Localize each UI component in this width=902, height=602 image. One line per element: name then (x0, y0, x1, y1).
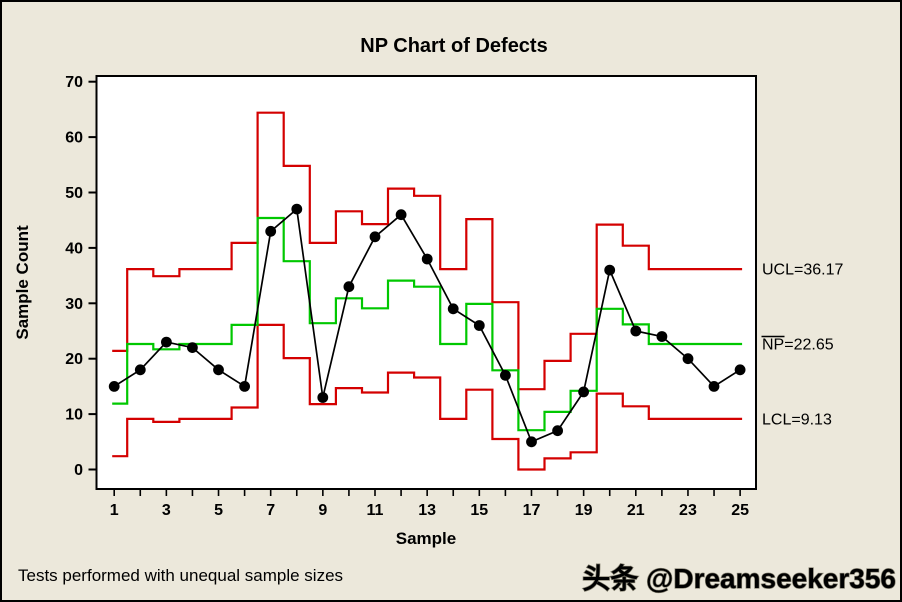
data-point-marker (161, 336, 172, 348)
x-tick-label: 17 (523, 502, 541, 519)
watermark: 头条 @Dreamseeker356 (582, 563, 896, 594)
x-tick-label: 3 (162, 502, 171, 519)
x-tick-label: 15 (470, 502, 488, 519)
center-line-annotation: NP=22.65 (762, 337, 834, 354)
data-point-marker (108, 381, 120, 392)
center-line (112, 216, 743, 432)
lcl-line (112, 323, 743, 471)
data-point-marker (343, 281, 355, 293)
y-tick-label: 0 (74, 462, 83, 479)
y-tick-label: 30 (65, 296, 83, 313)
x-tick-label: 5 (214, 502, 223, 519)
data-point-marker (395, 209, 407, 221)
data-point-marker (500, 369, 511, 381)
y-axis-title: Sample Count (13, 225, 32, 340)
footnote: Tests performed with unequal sample size… (18, 566, 343, 585)
data-point-marker (421, 253, 433, 265)
x-tick-label: 1 (110, 502, 119, 519)
data-point-marker (447, 303, 459, 315)
y-tick-label: 50 (65, 185, 83, 202)
y-tick-label: 70 (65, 74, 83, 91)
x-tick-label: 9 (318, 502, 327, 519)
data-point-marker (187, 342, 198, 353)
y-axis-ticks: 0 10 20 30 40 50 60 70 (65, 74, 97, 479)
data-point-marker (369, 231, 381, 243)
x-axis-title: Sample (396, 529, 456, 548)
y-tick-label: 10 (65, 407, 83, 424)
data-point-marker (239, 381, 251, 392)
data-point-marker (734, 364, 746, 376)
data-point-marker (630, 325, 642, 337)
x-tick-label: 21 (627, 502, 645, 519)
data-point-marker (708, 381, 720, 392)
x-tick-label: 19 (575, 502, 593, 519)
data-point-marker (317, 392, 329, 403)
data-point-marker (213, 364, 224, 376)
chart-title: NP Chart of Defects (360, 35, 547, 57)
data-point-marker (578, 386, 589, 398)
data-point-marker (552, 425, 563, 437)
data-point-marker (265, 225, 277, 237)
data-point-marker (473, 320, 485, 331)
data-point-marker (604, 264, 616, 276)
x-tick-label: 25 (731, 502, 749, 519)
plot-area (95, 75, 757, 490)
ucl-annotation: UCL=36.17 (762, 262, 843, 279)
y-tick-label: 60 (65, 130, 83, 147)
ucl-line (112, 111, 743, 391)
data-point-marker (291, 203, 303, 215)
data-point-marker (656, 331, 668, 342)
x-tick-label: 7 (266, 502, 275, 519)
data-point-marker (682, 353, 694, 365)
x-axis-ticks: 1 3 5 7 9 11 13 15 17 19 21 23 25 (110, 489, 749, 519)
chart-series (108, 111, 746, 471)
lcl-annotation: LCL=9.13 (762, 411, 832, 428)
data-point-marker (134, 364, 146, 376)
y-tick-label: 20 (65, 351, 83, 368)
x-tick-label: 13 (418, 502, 436, 519)
y-tick-label: 40 (65, 240, 83, 257)
data-point-marker (526, 436, 537, 448)
x-tick-label: 23 (679, 502, 697, 519)
x-tick-label: 11 (367, 502, 384, 519)
